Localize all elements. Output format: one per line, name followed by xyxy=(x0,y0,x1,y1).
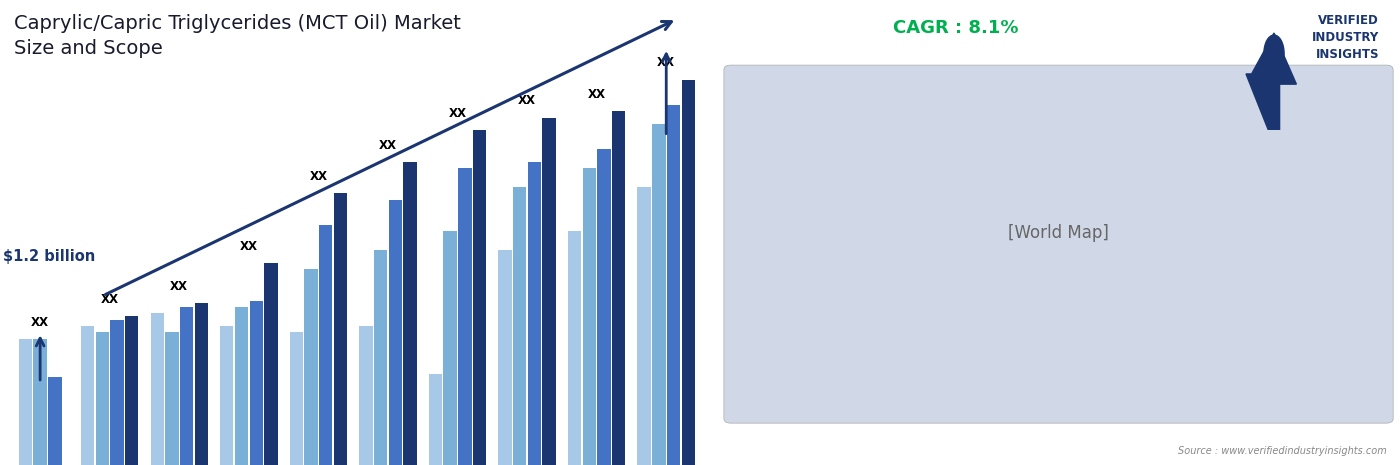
Text: XX: XX xyxy=(239,240,258,252)
Bar xyxy=(612,111,626,465)
Bar xyxy=(235,307,248,465)
Bar xyxy=(403,162,417,465)
Bar xyxy=(34,339,46,465)
Bar xyxy=(220,326,234,465)
Bar xyxy=(666,105,680,465)
Bar xyxy=(389,199,402,465)
Bar xyxy=(582,168,596,465)
Bar xyxy=(598,149,610,465)
Bar xyxy=(542,118,556,465)
FancyBboxPatch shape xyxy=(724,65,1393,423)
Bar xyxy=(473,130,486,465)
Bar xyxy=(444,231,456,465)
Text: XX: XX xyxy=(101,293,119,306)
Bar xyxy=(428,374,442,465)
Bar xyxy=(151,313,164,465)
Bar xyxy=(528,162,542,465)
Polygon shape xyxy=(1246,33,1296,130)
Bar xyxy=(458,168,472,465)
Bar xyxy=(48,377,62,465)
Text: $1.2 billion: $1.2 billion xyxy=(3,249,95,264)
Bar xyxy=(512,187,526,465)
Bar xyxy=(111,320,123,465)
Text: [World Map]: [World Map] xyxy=(1008,224,1109,241)
Bar xyxy=(195,303,209,465)
Circle shape xyxy=(1264,35,1284,72)
Text: Caprylic/Capric Triglycerides (MCT Oil) Market
Size and Scope: Caprylic/Capric Triglycerides (MCT Oil) … xyxy=(14,14,461,58)
Bar xyxy=(682,80,694,465)
Bar xyxy=(360,326,372,465)
Text: XX: XX xyxy=(448,107,466,120)
Bar xyxy=(304,269,318,465)
Bar xyxy=(374,250,388,465)
Text: XX: XX xyxy=(588,88,606,101)
Bar xyxy=(165,332,179,465)
Text: XX: XX xyxy=(31,316,49,329)
Bar xyxy=(568,231,581,465)
Bar xyxy=(81,326,94,465)
Bar xyxy=(95,332,109,465)
Text: VERIFIED
INDUSTRY
INSIGHTS: VERIFIED INDUSTRY INSIGHTS xyxy=(1312,14,1379,61)
Text: XX: XX xyxy=(379,139,398,152)
Text: XX: XX xyxy=(518,94,536,107)
Bar xyxy=(498,250,512,465)
Bar xyxy=(181,307,193,465)
Text: XX: XX xyxy=(171,280,188,293)
Bar xyxy=(18,339,32,465)
Text: XX: XX xyxy=(309,170,328,183)
Bar xyxy=(652,124,665,465)
Text: Source : www.verifiedindustryinsights.com: Source : www.verifiedindustryinsights.co… xyxy=(1177,445,1386,456)
Bar xyxy=(249,301,263,465)
Bar xyxy=(333,193,347,465)
Bar xyxy=(290,332,302,465)
Bar xyxy=(265,263,277,465)
Bar xyxy=(319,225,332,465)
Bar xyxy=(125,316,139,465)
Text: XX: XX xyxy=(657,56,675,69)
Text: CAGR : 8.1%: CAGR : 8.1% xyxy=(893,19,1019,37)
Bar xyxy=(637,187,651,465)
